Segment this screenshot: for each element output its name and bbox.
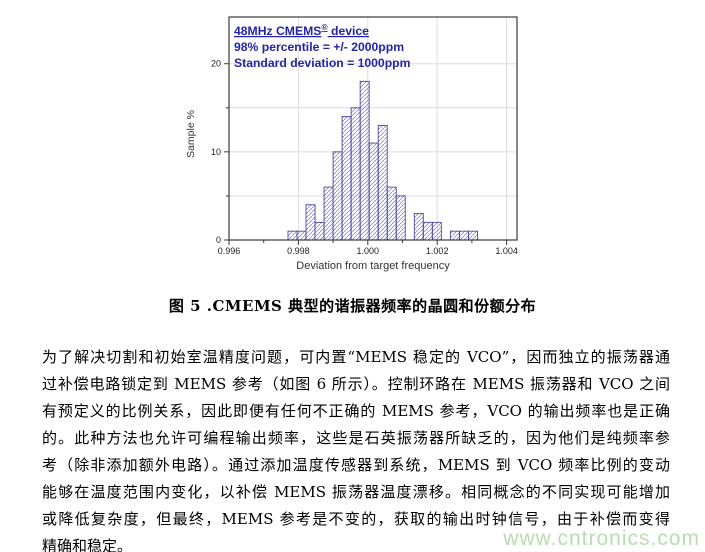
svg-text:1.004: 1.004 xyxy=(495,246,518,256)
plot-frame xyxy=(228,16,518,241)
histogram-bar xyxy=(305,204,316,241)
histogram-bar xyxy=(287,230,298,241)
paragraph-line: 或降低复杂度，但最终，MEMS 参考是不变的，获取的输出时钟信号，由于补偿而变得 xyxy=(42,510,670,528)
paragraph-line: 精确和稳定。 xyxy=(42,537,133,552)
paragraph-line: 为了解决切割和初始室温精度问题，可内置“MEMS 稳定的 VCO”，因而独立的振… xyxy=(42,348,670,366)
histogram-bar xyxy=(350,107,361,241)
svg-text:0: 0 xyxy=(216,235,221,245)
histogram-bar xyxy=(323,186,334,241)
histogram-bar xyxy=(413,213,424,241)
watermark: www.cntronics.com xyxy=(503,527,700,550)
svg-text:1.000: 1.000 xyxy=(357,246,380,256)
histogram-bar xyxy=(431,221,442,241)
histogram-bar xyxy=(377,124,388,241)
y-axis-title: Sample % xyxy=(185,110,197,158)
svg-text:20: 20 xyxy=(211,59,221,69)
paragraph-line: 过补偿电路锁定到 MEMS 参考（如图 6 所示）。控制环路在 MEMS 振荡器… xyxy=(42,375,670,393)
histogram-bar xyxy=(314,221,325,241)
paragraph-line: 考（除非添加额外电路）。通过添加温度传感器到系统，MEMS 到 VCO 频率比例… xyxy=(42,456,670,474)
x-tick-labels: 0.996 0.998 1.000 1.002 1.004 xyxy=(218,246,518,256)
histogram-chart: 0.996 0.998 1.000 1.002 1.004 0 10 20 Deviation … xyxy=(185,16,518,272)
figure-caption: 图 5 .CMEMS 典型的谐振器频率的晶圆和份额分布 xyxy=(168,297,537,315)
svg-text:Standard deviation = 1000ppm: Standard deviation = 1000ppm xyxy=(234,56,411,70)
svg-text:10: 10 xyxy=(211,147,221,157)
svg-text:0.998: 0.998 xyxy=(287,246,310,256)
svg-text:0.996: 0.996 xyxy=(218,246,241,256)
histogram-bar xyxy=(296,230,307,241)
histogram-bar xyxy=(395,195,406,241)
histogram-bar xyxy=(359,80,370,241)
svg-text:98% percentile = +/- 2000ppm: 98% percentile = +/- 2000ppm xyxy=(234,40,404,54)
histogram-bar xyxy=(422,221,433,241)
histogram-bar xyxy=(341,116,352,241)
histogram-bar xyxy=(458,230,469,241)
paragraph-line: 有预定义的比例关系，因此即便有任何不正确的 MEMS 参考，VCO 的输出频率也… xyxy=(42,402,670,420)
histogram-bar xyxy=(332,151,343,241)
article-paragraph: 为了解决切割和初始室温精度问题，可内置“MEMS 稳定的 VCO”，因而独立的振… xyxy=(42,344,670,552)
histogram-bar xyxy=(368,142,379,241)
histogram-bar xyxy=(467,230,478,241)
x-axis-title: Deviation from target frequency xyxy=(296,260,450,272)
chart-annotation: 48MHz CMEMS® device 98% percentile = +/- … xyxy=(234,22,411,70)
paragraph-line: 的。此种方法也允许可编程输出频率，这些是石英振荡器所缺乏的，因为他们是纯频率参 xyxy=(42,429,670,447)
histogram-bar xyxy=(449,230,460,241)
figure-histogram: 0.996 0.998 1.000 1.002 1.004 0 10 20 Deviation … xyxy=(180,8,552,280)
axis-ticks xyxy=(224,63,508,245)
paragraph-line: 能够在温度范围内变化，以补偿 MEMS 振荡器温度漂移。相同概念的不同实现可能增… xyxy=(42,483,670,501)
svg-text:1.002: 1.002 xyxy=(426,246,449,256)
histogram-bar xyxy=(386,186,397,241)
y-tick-labels: 0 10 20 xyxy=(211,59,221,245)
svg-text:48MHz CMEMS® device: 48MHz CMEMS® device xyxy=(234,22,369,38)
